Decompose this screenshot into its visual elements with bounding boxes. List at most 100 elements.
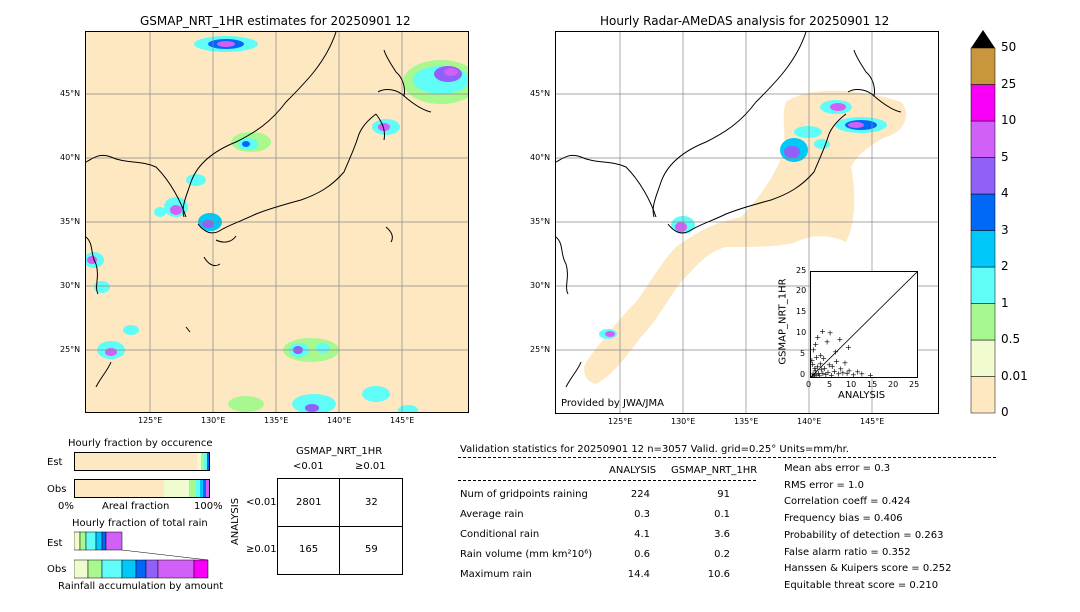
contingency-cell: 59 xyxy=(365,544,378,555)
contingency-table: 2801 32 165 59 xyxy=(277,478,403,575)
occurrence-row-est: Est xyxy=(47,457,63,468)
scatter-point: + xyxy=(846,366,853,375)
scatter-xtick: 10 xyxy=(846,380,857,389)
occurrence-est-seg xyxy=(201,453,204,470)
scatter-point: + xyxy=(835,370,842,377)
scatter-point: + xyxy=(837,365,844,374)
scatter-point: + xyxy=(825,368,832,377)
scatter-point: + xyxy=(820,354,827,363)
right-lon-tick: 125°E xyxy=(608,417,633,426)
occurrence-obs-seg xyxy=(164,480,189,497)
validation-row-label: Maximum rain xyxy=(460,569,532,580)
scatter-point: + xyxy=(817,360,824,369)
scatter-point: + xyxy=(844,369,851,377)
colorbar-label: 2 xyxy=(1001,259,1009,273)
scatter-point: + xyxy=(813,370,820,377)
occurrence-obs-seg xyxy=(196,480,200,497)
validation-divider xyxy=(458,457,996,458)
right-lat-tick: 40°N xyxy=(530,153,551,162)
scatter-ytick: 25 xyxy=(796,266,807,275)
contingency-col-header: GSMAP_NRT_1HR xyxy=(296,446,383,457)
validation-score: RMS error = 1.0 xyxy=(784,479,864,491)
right-lat-tick: 30°N xyxy=(530,281,551,290)
occurrence-xlabel-left: 0% xyxy=(58,501,74,512)
validation-row-gsmap: 91 xyxy=(717,489,730,500)
colorbar-extend-arrow xyxy=(971,30,995,48)
occurrence-est-seg xyxy=(204,453,207,470)
contingency-cell: 165 xyxy=(299,544,319,555)
validation-col-gsmap: GSMAP_NRT_1HR xyxy=(671,465,758,476)
colorbar-block xyxy=(970,193,996,231)
colorbar-block xyxy=(970,157,996,195)
scatter-xtick: 25 xyxy=(909,380,920,389)
left-map xyxy=(85,31,469,413)
right-lat-tick: 35°N xyxy=(530,217,551,226)
colorbar xyxy=(970,30,996,414)
occurrence-obs-bar xyxy=(74,479,210,498)
right-map: ++++++++++++++++++++++++++++++++++++++++… xyxy=(555,31,939,414)
scatter-point: + xyxy=(816,371,823,377)
scatter-point: + xyxy=(815,369,822,377)
contingency-row2: ≥0.01 xyxy=(246,544,277,555)
scatter-point: + xyxy=(821,364,828,373)
left-lat-tick: 35°N xyxy=(60,217,81,226)
right-lon-tick: 135°E xyxy=(734,417,759,426)
right-lat-tick: 45°N xyxy=(530,89,551,98)
colorbar-label: 25 xyxy=(1001,76,1017,91)
scatter-point: + xyxy=(854,368,861,377)
colorbar-label: 4 xyxy=(1001,186,1009,200)
scatter-point: + xyxy=(819,327,826,336)
scatter-ytick: 0 xyxy=(800,370,806,379)
validation-col-analysis: ANALYSIS xyxy=(609,465,657,476)
validation-row-label: Conditional rain xyxy=(460,529,540,540)
scatter-point: + xyxy=(822,370,829,377)
left-lon-tick: 145°E xyxy=(390,416,415,425)
right-map-canvas xyxy=(556,32,938,413)
occurrence-est-bar xyxy=(74,452,210,471)
validation-row-gsmap: 0.1 xyxy=(714,509,730,520)
scatter-point: + xyxy=(811,372,816,377)
scatter-point: + xyxy=(839,368,846,377)
scatter-point: + xyxy=(850,370,857,377)
right-rain-patches xyxy=(599,100,887,339)
left-lat-tick: 40°N xyxy=(60,153,81,162)
scatter-point: + xyxy=(827,328,834,337)
colorbar-label: 0.5 xyxy=(1001,332,1021,346)
colorbar-block xyxy=(970,84,996,122)
scatter-point: + xyxy=(811,356,815,365)
colorbar-block xyxy=(970,376,996,414)
contingency-row1: <0.01 xyxy=(246,497,277,508)
contingency-row-header: ANALYSIS xyxy=(230,497,242,546)
scatter-point: + xyxy=(820,369,827,377)
scatter-point: + xyxy=(836,335,843,344)
right-lon-tick: 145°E xyxy=(860,417,885,426)
contingency-cell: 32 xyxy=(365,497,378,508)
scatter-point: + xyxy=(811,372,818,377)
scatter-point: + xyxy=(829,362,836,371)
validation-score: False alarm ratio = 0.352 xyxy=(784,546,911,558)
total-rain-title: Hourly fraction of total rain xyxy=(72,518,208,529)
scatter-point: + xyxy=(859,370,866,377)
scatter-point: + xyxy=(842,358,849,367)
colorbar-block xyxy=(970,47,996,85)
validation-row-analysis: 0.6 xyxy=(634,549,650,560)
right-lon-tick: 140°E xyxy=(797,417,822,426)
scatter-point: + xyxy=(845,343,852,352)
left-rain-patches xyxy=(86,36,468,412)
scatter-point: + xyxy=(814,333,821,342)
left-lon-tick: 130°E xyxy=(201,416,226,425)
validation-score: Equitable threat score = 0.210 xyxy=(784,579,939,591)
contingency-col2: ≥0.01 xyxy=(355,461,386,472)
scatter-point: + xyxy=(811,360,816,369)
scatter-ytick: 5 xyxy=(800,349,806,358)
scatter-xtick: 0 xyxy=(806,380,812,389)
colorbar-block xyxy=(970,120,996,158)
validation-score: Frequency bias = 0.406 xyxy=(784,513,903,525)
colorbar-label: 3 xyxy=(1001,222,1009,237)
right-coverage xyxy=(584,90,906,384)
validation-row-gsmap: 3.6 xyxy=(714,529,730,540)
occurrence-title: Hourly fraction by occurence xyxy=(68,438,213,449)
scatter-point: + xyxy=(867,371,874,377)
scatter-point: + xyxy=(824,338,831,347)
occurrence-obs-seg xyxy=(189,480,196,497)
